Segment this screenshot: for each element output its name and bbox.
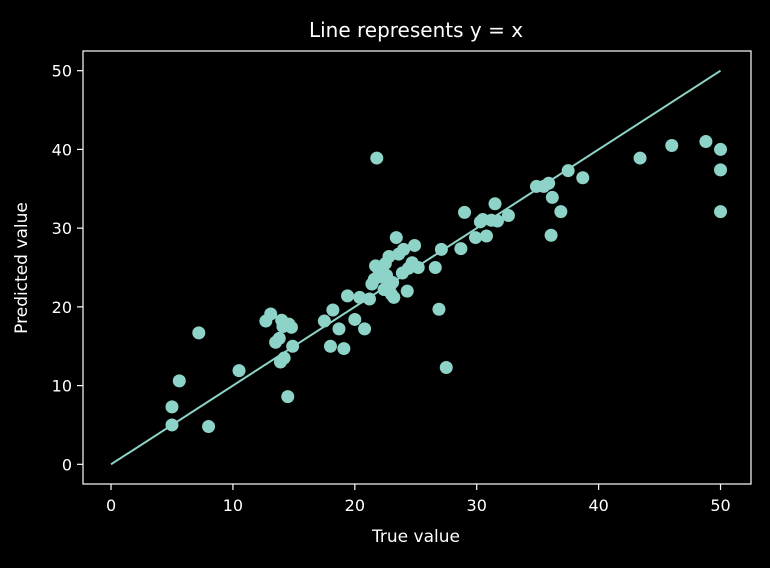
chart-title: Line represents y = x (309, 18, 523, 42)
data-point (353, 290, 367, 304)
data-point (323, 339, 337, 353)
data-point (488, 197, 502, 211)
data-point (370, 151, 384, 165)
data-point (454, 242, 468, 256)
data-point (277, 351, 291, 365)
data-point (286, 339, 300, 353)
data-point (490, 214, 504, 228)
data-point (439, 360, 453, 374)
y-tick-label: 0 (62, 455, 72, 474)
data-point (665, 138, 679, 152)
data-point (337, 342, 351, 356)
data-point (332, 322, 346, 336)
data-point (165, 400, 179, 414)
data-point (501, 209, 515, 223)
data-point (281, 390, 295, 404)
y-tick-label: 30 (52, 219, 72, 238)
data-point (397, 242, 411, 256)
x-tick-label: 10 (223, 496, 243, 515)
x-tick-label: 20 (345, 496, 365, 515)
x-axis-label: True value (371, 527, 460, 547)
data-point (192, 326, 206, 340)
data-point (284, 320, 298, 334)
data-point (348, 312, 362, 326)
data-point (542, 176, 556, 190)
data-point (576, 171, 590, 185)
y-axis-label: Predicted value (12, 202, 32, 334)
y-tick-label: 50 (52, 62, 72, 81)
data-point (362, 292, 376, 306)
data-point (165, 418, 179, 432)
y-tick-label: 20 (52, 298, 72, 317)
data-point (544, 228, 558, 242)
data-point (264, 307, 278, 321)
plot-area: 0 10 20 30 40 50 0 10 20 30 40 50 (52, 50, 752, 515)
data-point (479, 229, 493, 243)
data-point (411, 261, 425, 274)
data-point (561, 164, 575, 178)
x-tick-label: 30 (467, 496, 487, 515)
data-point (172, 374, 186, 388)
data-point (432, 302, 446, 316)
x-tick-label: 40 (588, 496, 608, 515)
data-point (545, 190, 559, 204)
data-point (469, 231, 483, 245)
data-point (232, 364, 246, 378)
data-point (317, 314, 331, 328)
data-point (326, 303, 340, 317)
data-point (434, 242, 448, 256)
data-point (389, 231, 403, 245)
data-point (554, 205, 568, 219)
data-point (714, 205, 728, 219)
data-point (408, 238, 422, 252)
data-point (386, 275, 400, 289)
y-tick-label: 40 (52, 140, 72, 159)
x-tick-label: 50 (710, 496, 730, 515)
data-point (202, 420, 216, 434)
data-point (428, 261, 442, 274)
data-point (458, 205, 472, 219)
data-point (358, 322, 372, 336)
y-tick-label: 10 (52, 377, 72, 396)
data-point (400, 284, 414, 298)
data-point (382, 249, 396, 263)
data-point (387, 290, 401, 304)
data-point (633, 151, 647, 165)
data-point (714, 163, 728, 177)
data-point (699, 135, 713, 149)
data-point (272, 331, 286, 345)
data-point (714, 142, 728, 156)
data-point (341, 289, 355, 303)
x-tick-label: 0 (106, 496, 116, 515)
